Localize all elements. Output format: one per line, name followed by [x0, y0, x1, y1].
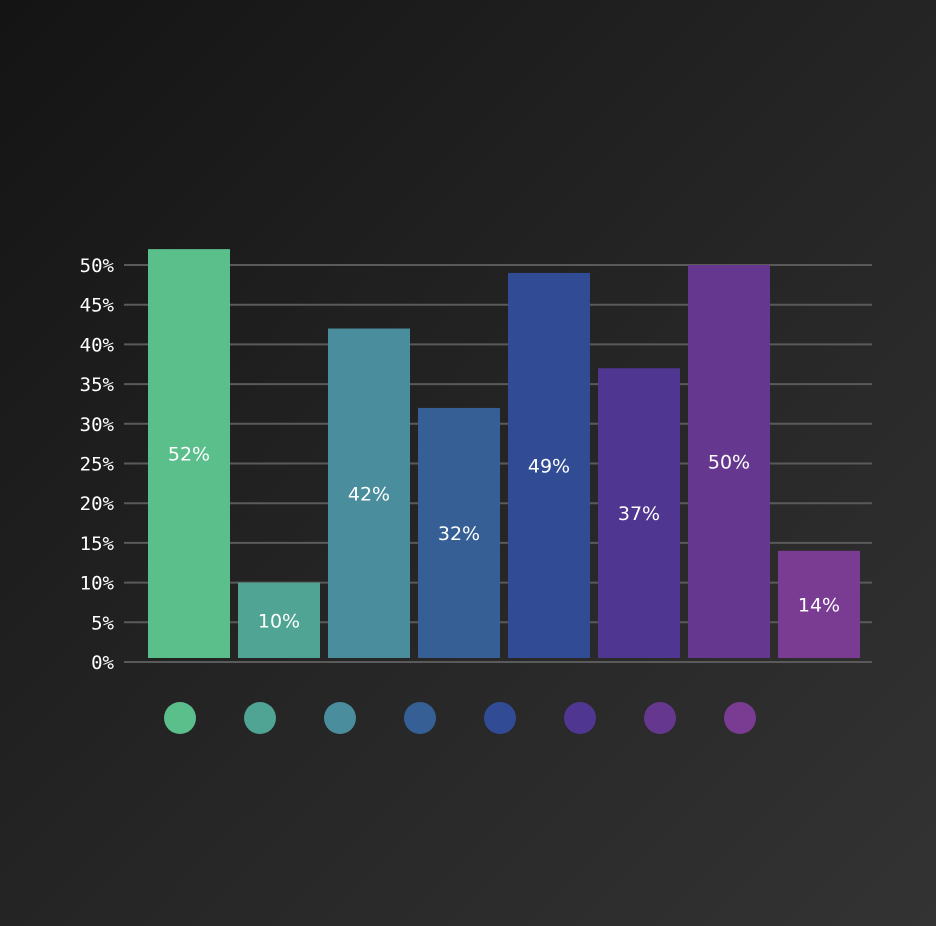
- legend-item[interactable]: [724, 700, 772, 736]
- bar: [778, 550, 860, 658]
- legend-item[interactable]: [564, 700, 612, 736]
- bar-value-label: 50%: [708, 452, 750, 474]
- legend-swatch: [564, 702, 596, 734]
- y-tick-label: 35%: [80, 374, 115, 396]
- bar-value-label: 32%: [438, 523, 480, 545]
- legend: [40, 700, 896, 736]
- bar-value-label: 49%: [528, 455, 570, 477]
- bar-value-label: 10%: [258, 610, 300, 632]
- legend-item[interactable]: [324, 700, 372, 736]
- bar-chart: 0% 5% 10% 15% 20% 25% 30% 35% 40% 45% 50% 52% 10% 42%…: [80, 249, 872, 674]
- legend-swatch: [164, 702, 196, 734]
- y-tick-label: 40%: [80, 334, 115, 356]
- bar-value-label: 42%: [348, 483, 390, 505]
- legend-swatch: [244, 702, 276, 734]
- legend-swatch: [404, 702, 436, 734]
- legend-swatch: [324, 702, 356, 734]
- y-tick-label: 50%: [80, 255, 115, 277]
- legend-item[interactable]: [244, 700, 292, 736]
- bar: [238, 582, 320, 658]
- y-tick-label: 10%: [80, 573, 115, 595]
- y-tick-label: 45%: [80, 295, 115, 317]
- legend-item[interactable]: [404, 700, 452, 736]
- legend-swatch: [484, 702, 516, 734]
- y-tick-label: 20%: [80, 493, 115, 515]
- y-tick-label: 0%: [91, 652, 114, 674]
- bar-value-label: 14%: [798, 594, 840, 616]
- y-tick-label: 25%: [80, 454, 115, 476]
- bar: [688, 265, 770, 658]
- bar: [328, 328, 410, 658]
- bar-value-label: 52%: [168, 444, 210, 466]
- legend-item[interactable]: [484, 700, 532, 736]
- y-tick-label: 5%: [91, 612, 114, 634]
- y-tick-label: 30%: [80, 414, 115, 436]
- bar: [508, 272, 590, 658]
- bar: [148, 249, 230, 658]
- legend-swatch: [724, 702, 756, 734]
- legend-swatch: [644, 702, 676, 734]
- y-tick-label: 15%: [80, 533, 115, 555]
- bar: [598, 368, 680, 658]
- bar: [418, 407, 500, 658]
- legend-item[interactable]: [164, 700, 212, 736]
- bar-value-label: 37%: [618, 503, 660, 525]
- legend-item[interactable]: [644, 700, 692, 736]
